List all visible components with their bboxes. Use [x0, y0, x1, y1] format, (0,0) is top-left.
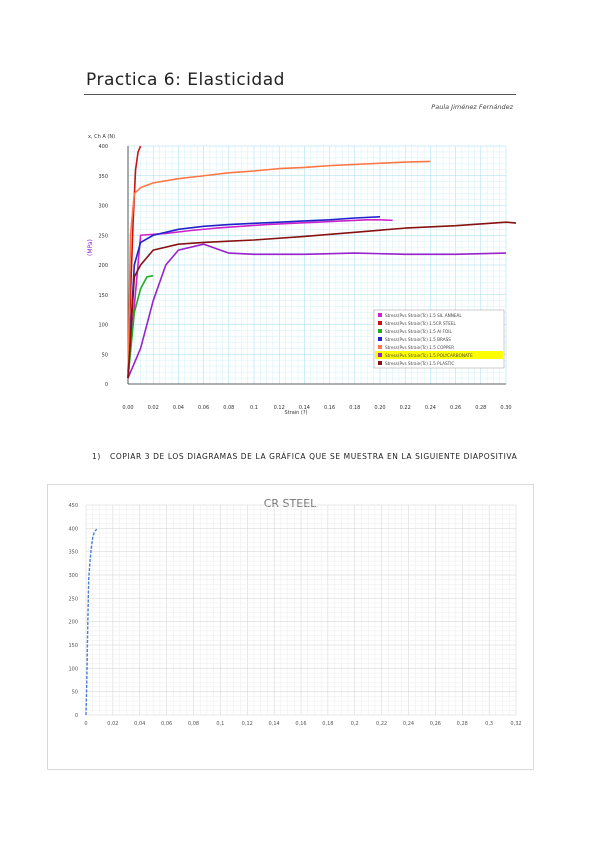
chart1-series-line: [127, 216, 381, 379]
chart1-x-tick-label: 0.16: [324, 405, 335, 411]
chart1-y-axis-top-label: x, Ch A (N): [88, 134, 115, 140]
chart1-legend-entry: Stress(Pvs Strain(Tc) 1.5 PLASTIC: [385, 361, 454, 366]
chart1-series-line: [127, 243, 507, 379]
chart2-title: CR STEEL: [264, 497, 317, 510]
chart2-x-ticks: 0 0,02 0,04 0,06 0,08 0,1 0,12 0,14 0,16 0,18 0,2 0…: [84, 721, 521, 727]
chart2-x-tick-label: 0,16: [295, 721, 306, 727]
chart1-legend: Stress(Pvs Strain(Tc) 1.5 SIL ANNEAL Stre…: [373, 309, 505, 369]
chart2-x-tick-label: 0,08: [188, 721, 199, 727]
chart1-x-tick-label: 0.26: [450, 405, 461, 411]
chart1-x-tick-label: 0.12: [274, 405, 285, 411]
chart2-y-tick-label: 450: [68, 503, 78, 509]
chart2-x-tick-label: 0,04: [134, 721, 145, 727]
chart2-x-tick-label: 0,12: [242, 721, 253, 727]
chart2-y-tick-label: 200: [68, 620, 78, 626]
chart1-x-tick-label: 0.06: [198, 405, 209, 411]
author-name: Paula Jiménez Fernández: [431, 103, 513, 111]
chart2-y-tick-label: 0: [75, 713, 78, 719]
question-1: 1) Copiar 3 de los diagramas de la gráfic…: [92, 452, 517, 461]
chart1-x-tick-label: 0.30: [500, 405, 511, 411]
chart2-y-tick-label: 250: [68, 596, 78, 602]
chart1-legend-entry: Stress(Pvs Strain(Tc) 1.5CR STEEL: [385, 321, 457, 326]
chart1-y-tick-label: 100: [98, 323, 108, 329]
chart1-y-tick-label: 300: [98, 204, 108, 210]
chart1-x-tick-label: 0.14: [299, 405, 310, 411]
title-underline: [84, 94, 516, 95]
chart1-legend-highlight: [375, 351, 503, 359]
chart1-x-tick-label: 0.18: [349, 405, 360, 411]
chart1-y-tick-label: 0: [105, 382, 108, 388]
chart1-series-line: [127, 274, 154, 379]
chart1-legend-entry: Stress(Pvs Strain(Tc) 1.5 Al FOIL: [385, 329, 452, 334]
chart1-legend-swatch: [378, 353, 382, 357]
chart1-legend-swatch: [378, 313, 382, 317]
chart1-legend-entry: Stress(Pvs Strain(Tc) 1.5 BRASS: [385, 337, 451, 342]
cr-steel-chart: CR STEEL 0 50 100 150 200 250 300 350 400 450 0 0,…: [68, 497, 521, 727]
chart2-x-tick-label: 0: [84, 721, 87, 727]
chart1-series-line: [127, 218, 393, 379]
chart1-x-tick-label: 0.24: [425, 405, 436, 411]
question-number: 1): [92, 452, 101, 461]
chart1-x-tick-label: 0.28: [475, 405, 486, 411]
chart2-series-line: [85, 528, 98, 716]
chart2-x-tick-label: 0,02: [107, 721, 118, 727]
chart1-legend-swatch: [378, 321, 382, 325]
chart2-x-tick-label: 0,2: [351, 721, 359, 727]
chart2-x-tick-label: 0,14: [269, 721, 280, 727]
chart1-legend-swatch: [378, 345, 382, 349]
chart2-y-tick-label: 150: [68, 643, 78, 649]
chart1-y-axis-label: (MPa): [87, 239, 94, 256]
question-text: Copiar 3 de los diagramas de la gráfica …: [110, 452, 518, 461]
chart1-y-tick-label: 350: [98, 174, 108, 180]
chart1-legend-swatch: [378, 329, 382, 333]
chart1-legend-swatch: [378, 361, 382, 365]
chart2-y-tick-label: 100: [68, 666, 78, 672]
chart1-y-tick-label: 50: [102, 352, 108, 358]
chart1-x-tick-label: 0.00: [122, 405, 133, 411]
chart1-legend-entry: Stress(Pvs Strain(Tc) 1.5 COPPER: [385, 345, 454, 350]
chart2-y-tick-label: 50: [72, 690, 78, 696]
page-title: Practica 6: Elasticidad: [86, 70, 285, 90]
chart2-x-tick-label: 0,06: [161, 721, 172, 727]
chart1-x-axis-label: Strain (?): [285, 410, 308, 416]
chart1-x-tick-label: 0.08: [223, 405, 234, 411]
chart1-legend-entry: Stress(Pvs Strain(Tc) 1.5 SIL ANNEAL: [385, 313, 462, 318]
chart1-y-tick-label: 400: [98, 144, 108, 150]
chart2-y-tick-label: 300: [68, 573, 78, 579]
chart1-x-tick-label: 0.1: [250, 405, 258, 411]
chart2-x-tick-label: 0,24: [403, 721, 414, 727]
chart1-x-tick-label: 0.22: [400, 405, 411, 411]
chart2-x-tick-label: 0,26: [430, 721, 441, 727]
chart1-y-ticks: 0 50 100 150 200 250 300 350 400: [98, 144, 108, 388]
chart1-y-tick-label: 200: [98, 263, 108, 269]
chart2-x-tick-label: 0,32: [510, 721, 521, 727]
chart2-x-tick-label: 0,1: [216, 721, 224, 727]
chart1-series-line: [127, 160, 431, 379]
chart2-x-tick-label: 0,22: [376, 721, 387, 727]
chart1-series: [127, 145, 516, 379]
chart2-x-tick-label: 0,3: [485, 721, 493, 727]
chart1-legend-swatch: [378, 337, 382, 341]
chart1-x-tick-label: 0.20: [374, 405, 385, 411]
chart1-series-line: [127, 221, 516, 379]
cr-steel-chart-frame: CR STEEL 0 50 100 150 200 250 300 350 400 450 0 0,…: [47, 484, 534, 770]
chart2-y-tick-label: 400: [68, 526, 78, 532]
chart2-y-tick-label: 350: [68, 550, 78, 556]
chart1-y-tick-label: 150: [98, 293, 108, 299]
chart1-legend-entry: Stress(Pvs Strain(Tc) 1.5 POLYCARBONATE: [385, 353, 473, 358]
chart2-grid: [85, 504, 517, 716]
chart1-y-tick-label: 250: [98, 233, 108, 239]
chart2-y-ticks: 0 50 100 150 200 250 300 350 400 450: [68, 503, 78, 719]
chart1-x-ticks: 0.00 0.02 0.04 0.06 0.08 0.1 0.12 0.14 0.16 0.18 0…: [122, 405, 511, 411]
chart2-x-tick-label: 0,28: [457, 721, 468, 727]
chart1-x-tick-label: 0.04: [173, 405, 184, 411]
chart1-x-tick-label: 0.02: [148, 405, 159, 411]
chart2-series: [85, 528, 98, 716]
chart2-x-tick-label: 0,18: [322, 721, 333, 727]
